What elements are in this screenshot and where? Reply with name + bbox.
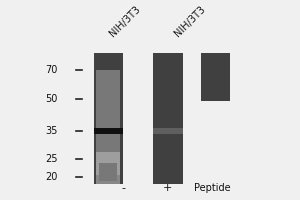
Bar bbox=[200, 53, 230, 101]
Bar bbox=[153, 128, 183, 134]
Bar bbox=[123, 53, 153, 184]
Bar bbox=[94, 128, 123, 134]
Bar bbox=[94, 53, 123, 184]
Bar bbox=[97, 70, 120, 175]
Text: +: + bbox=[163, 183, 172, 193]
Text: NIH/3T3: NIH/3T3 bbox=[107, 4, 142, 38]
Text: 35: 35 bbox=[46, 126, 58, 136]
Text: Peptide: Peptide bbox=[194, 183, 231, 193]
Text: 70: 70 bbox=[46, 65, 58, 75]
Text: 25: 25 bbox=[45, 154, 58, 164]
Text: NIH/3T3: NIH/3T3 bbox=[173, 4, 207, 38]
Bar bbox=[153, 53, 183, 184]
Text: 50: 50 bbox=[46, 94, 58, 104]
Bar bbox=[100, 163, 117, 181]
Text: -: - bbox=[121, 183, 125, 193]
Text: 20: 20 bbox=[46, 172, 58, 182]
Bar bbox=[97, 152, 120, 184]
